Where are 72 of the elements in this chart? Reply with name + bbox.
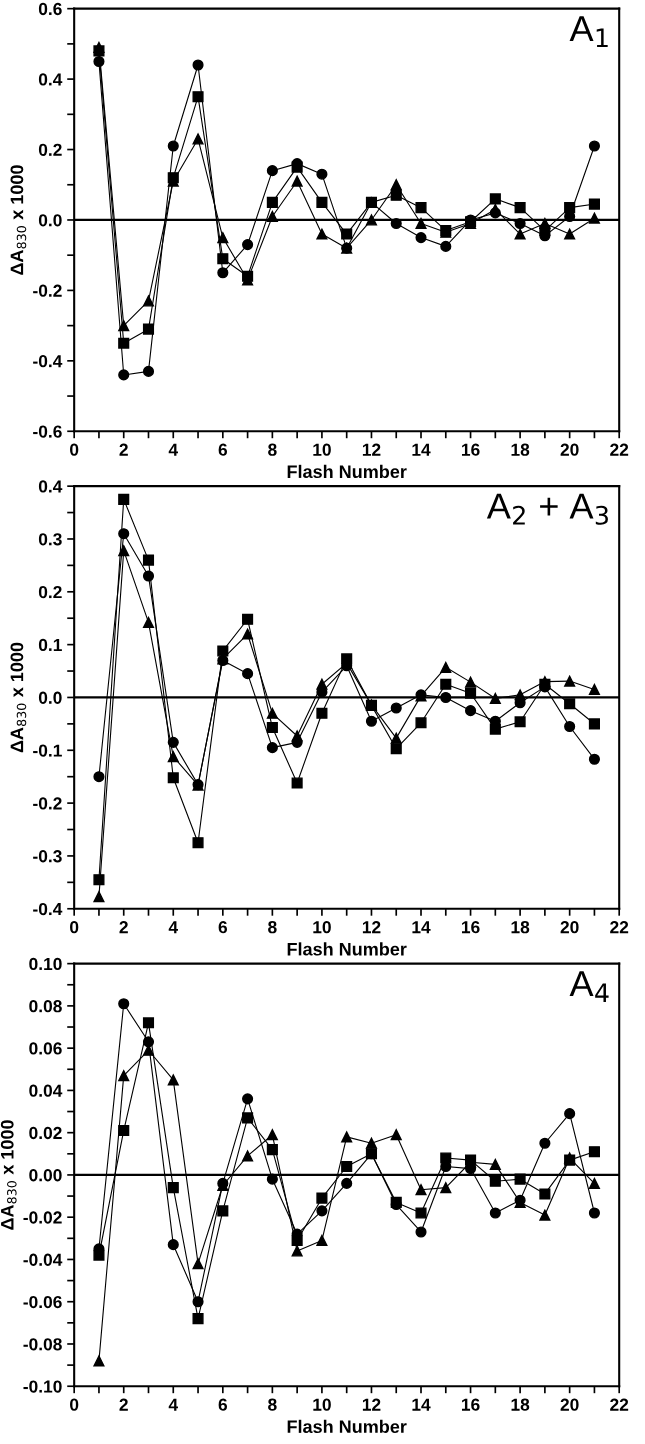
- x-tick-label: 2: [119, 1398, 128, 1411]
- x-axis-title: Flash Number: [287, 942, 407, 956]
- y-tick-label: -0.2: [33, 797, 62, 810]
- x-tick-label: 22: [610, 1398, 629, 1411]
- y-axis-title: ΔA$_{830}$ x 1000: [10, 642, 27, 753]
- y-tick-label: 0.6: [38, 2, 62, 16]
- y-tick-label: 0.02: [29, 1126, 62, 1140]
- y-tick-label: 0.0: [38, 691, 62, 704]
- x-tick-label: 18: [511, 443, 530, 456]
- y-tick-label: 0.4: [38, 480, 63, 493]
- annotation: A$_{2}$ + A$_{3}$: [486, 493, 608, 525]
- x-tick-label: 2: [119, 443, 128, 456]
- y-tick-label: 0.3: [38, 533, 62, 546]
- y-tick-label: -0.06: [23, 1295, 62, 1309]
- x-tick-label: 4: [168, 443, 179, 456]
- x-tick-label: 0: [70, 1398, 79, 1411]
- annotation: A$_{4}$: [569, 971, 609, 1002]
- y-tick-label: 0.00: [29, 1169, 62, 1182]
- x-tick-label: 20: [560, 1398, 579, 1411]
- x-tick-label: 16: [462, 443, 480, 456]
- x-tick-label: 8: [268, 1398, 277, 1411]
- y-tick-label: 0.4: [38, 73, 63, 86]
- y-tick-label: -0.4: [33, 902, 63, 916]
- annotation: A$_{1}$: [569, 16, 608, 48]
- x-tick-label: 10: [313, 921, 331, 934]
- x-tick-label: 14: [412, 921, 431, 934]
- y-tick-label: 0.1: [38, 638, 62, 652]
- x-tick-label: 18: [511, 921, 530, 934]
- y-tick-label: 0.08: [29, 1000, 62, 1013]
- x-tick-label: 18: [511, 1398, 530, 1411]
- x-tick-label: 4: [168, 921, 179, 934]
- y-tick-label: 0.06: [29, 1042, 62, 1055]
- y-axis-title: ΔA$_{830}$ x 1000: [10, 165, 27, 275]
- y-tick-label: 0.2: [38, 585, 62, 599]
- x-tick-label: 2: [119, 921, 128, 934]
- x-tick-label: 6: [218, 1398, 228, 1411]
- x-tick-label: 16: [462, 921, 480, 934]
- x-tick-label: 14: [412, 443, 431, 456]
- x-tick-label: 0: [70, 443, 79, 456]
- y-tick-label: -0.3: [33, 850, 62, 863]
- y-tick-label: -0.08: [23, 1338, 62, 1351]
- y-axis-title: ΔA$_{830}$ x 1000: [0, 1120, 17, 1230]
- x-axis-title: Flash Number: [287, 464, 407, 479]
- x-tick-label: 4: [168, 1398, 179, 1411]
- x-tick-label: 10: [313, 1398, 331, 1411]
- y-tick-label: -0.1: [33, 744, 62, 757]
- x-tick-label: 12: [362, 1398, 381, 1411]
- x-tick-label: 6: [218, 443, 228, 456]
- x-tick-label: 20: [560, 443, 579, 456]
- x-tick-label: 22: [610, 443, 629, 456]
- x-axis-title: Flash Number: [287, 1419, 407, 1434]
- x-tick-label: 16: [462, 1398, 480, 1411]
- x-tick-label: 22: [610, 921, 629, 934]
- y-tick-label: 0.2: [38, 143, 62, 156]
- y-tick-label: -0.02: [23, 1211, 62, 1224]
- y-tick-label: 0.0: [38, 214, 62, 227]
- x-tick-label: 6: [218, 921, 228, 934]
- y-tick-label: -0.6: [33, 425, 62, 438]
- y-tick-label: -0.04: [23, 1253, 63, 1266]
- x-tick-label: 0: [70, 921, 79, 934]
- x-tick-label: 12: [362, 443, 381, 456]
- y-tick-label: -0.10: [23, 1380, 62, 1393]
- x-tick-label: 12: [362, 921, 381, 934]
- y-tick-label: 0.10: [29, 957, 62, 971]
- y-tick-label: 0.04: [29, 1084, 63, 1097]
- y-tick-label: -0.4: [33, 355, 63, 368]
- y-tick-label: -0.2: [33, 284, 62, 297]
- x-tick-label: 10: [313, 443, 331, 456]
- x-tick-label: 14: [412, 1398, 431, 1411]
- x-tick-label: 8: [268, 921, 277, 934]
- x-tick-label: 8: [268, 443, 277, 456]
- x-tick-label: 20: [560, 921, 579, 934]
